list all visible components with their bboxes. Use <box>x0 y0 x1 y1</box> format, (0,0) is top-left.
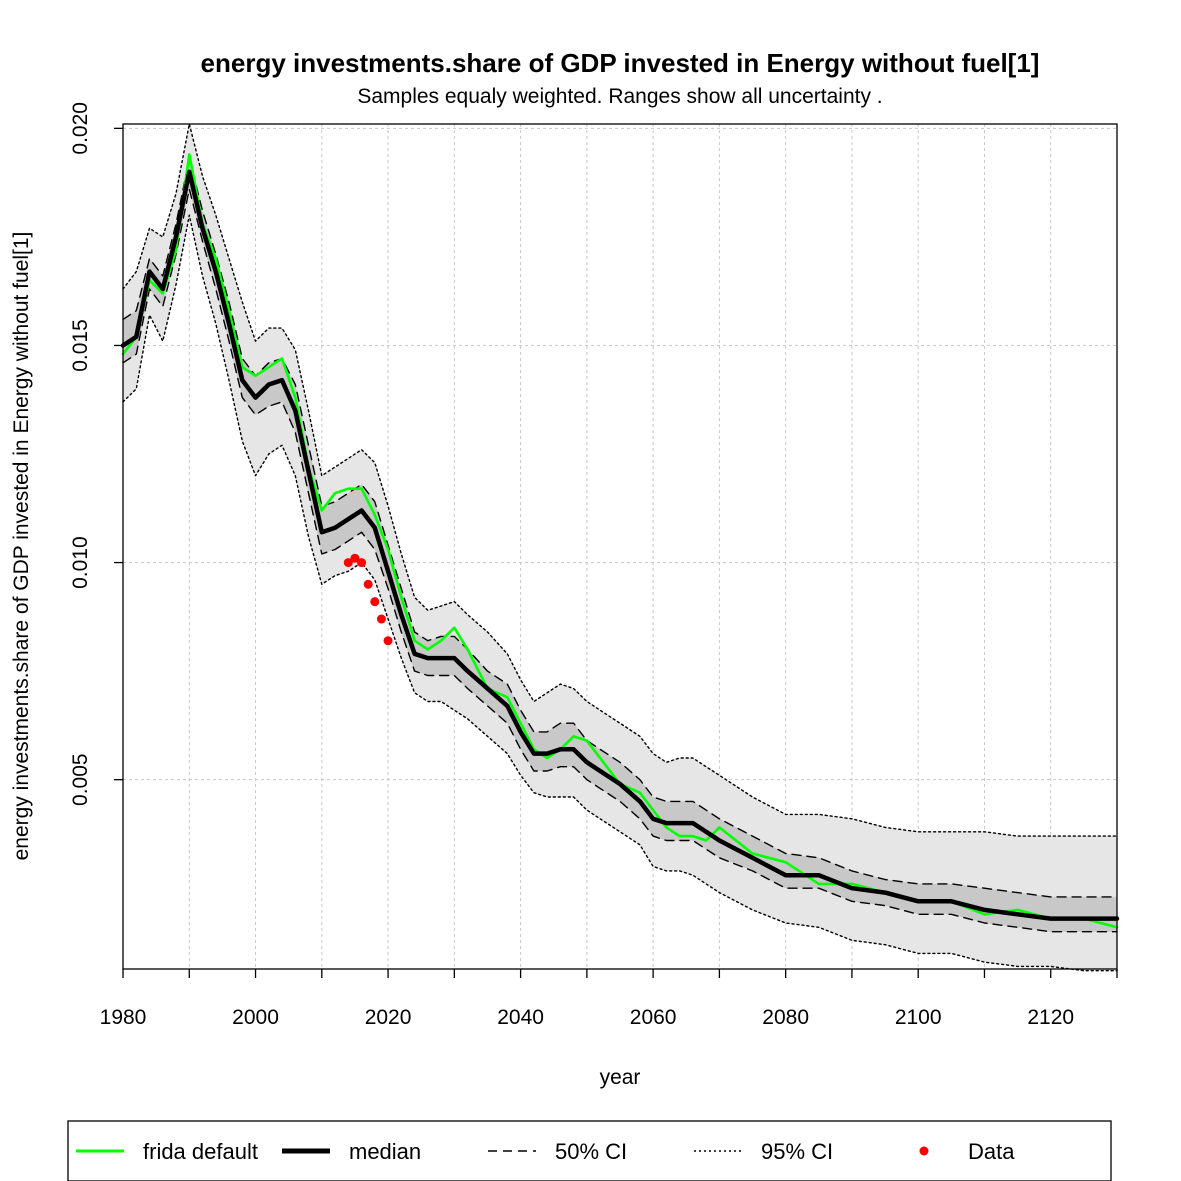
y-tick-label: 0.015 <box>69 319 92 372</box>
legend-box <box>67 1120 1112 1181</box>
legend-frida-label: frida default <box>143 1139 258 1164</box>
data-points <box>343 553 393 646</box>
x-tick-label: 2100 <box>895 1006 942 1029</box>
legend-data-label: Data <box>968 1139 1015 1164</box>
series-line-50-ci-lower <box>122 188 1118 933</box>
series-lines <box>120 123 1120 972</box>
y-tick-label: 0.010 <box>69 536 92 589</box>
y-axis: 0.005 0.010 0.015 0.020 <box>69 102 123 806</box>
series-line-95-ci-upper <box>122 123 1118 837</box>
series-line-95-ci-lower <box>122 214 1118 972</box>
ci50-band <box>123 158 1117 932</box>
data-point <box>370 597 380 607</box>
chart-title: energy investments.share of GDP invested… <box>201 48 1040 78</box>
series-line-frida-default <box>121 153 1119 929</box>
x-tick-label: 2080 <box>762 1006 809 1029</box>
data-point <box>350 553 360 563</box>
x-tick-label: 2040 <box>497 1006 544 1029</box>
data-point <box>383 636 393 646</box>
x-tick-label: 2020 <box>365 1006 412 1029</box>
chart-subtitle: Samples equaly weighted. Ranges show all… <box>357 85 882 108</box>
legend: frida default median 50% CI 95% CI Data <box>67 1120 1112 1181</box>
series-line-median <box>120 169 1120 921</box>
x-tick-label: 2120 <box>1027 1006 1074 1029</box>
data-point <box>343 558 353 568</box>
series-line-50-ci-upper <box>122 158 1118 898</box>
legend-ci50-label: 50% CI <box>555 1139 627 1164</box>
plot-frame <box>122 123 1118 970</box>
ci-bands <box>123 124 1117 971</box>
grid <box>123 124 1117 969</box>
y-tick-label: 0.020 <box>69 102 92 155</box>
x-tick-label: 1980 <box>100 1006 147 1029</box>
legend-median-label: median <box>349 1139 421 1164</box>
x-axis: 1980 2000 2020 2040 2060 2080 2100 2120 <box>100 969 1118 1029</box>
x-axis-label: year <box>600 1066 641 1089</box>
data-point <box>376 614 386 624</box>
ci95-band <box>123 124 1117 971</box>
x-tick-label: 2000 <box>232 1006 279 1029</box>
y-axis-label: energy investments.share of GDP invested… <box>10 232 33 861</box>
legend-ci95-label: 95% CI <box>761 1139 833 1164</box>
x-tick-label: 2060 <box>630 1006 677 1029</box>
data-point <box>357 558 367 568</box>
data-point <box>363 579 373 589</box>
y-tick-label: 0.005 <box>69 753 92 806</box>
legend-data-marker <box>919 1146 929 1156</box>
